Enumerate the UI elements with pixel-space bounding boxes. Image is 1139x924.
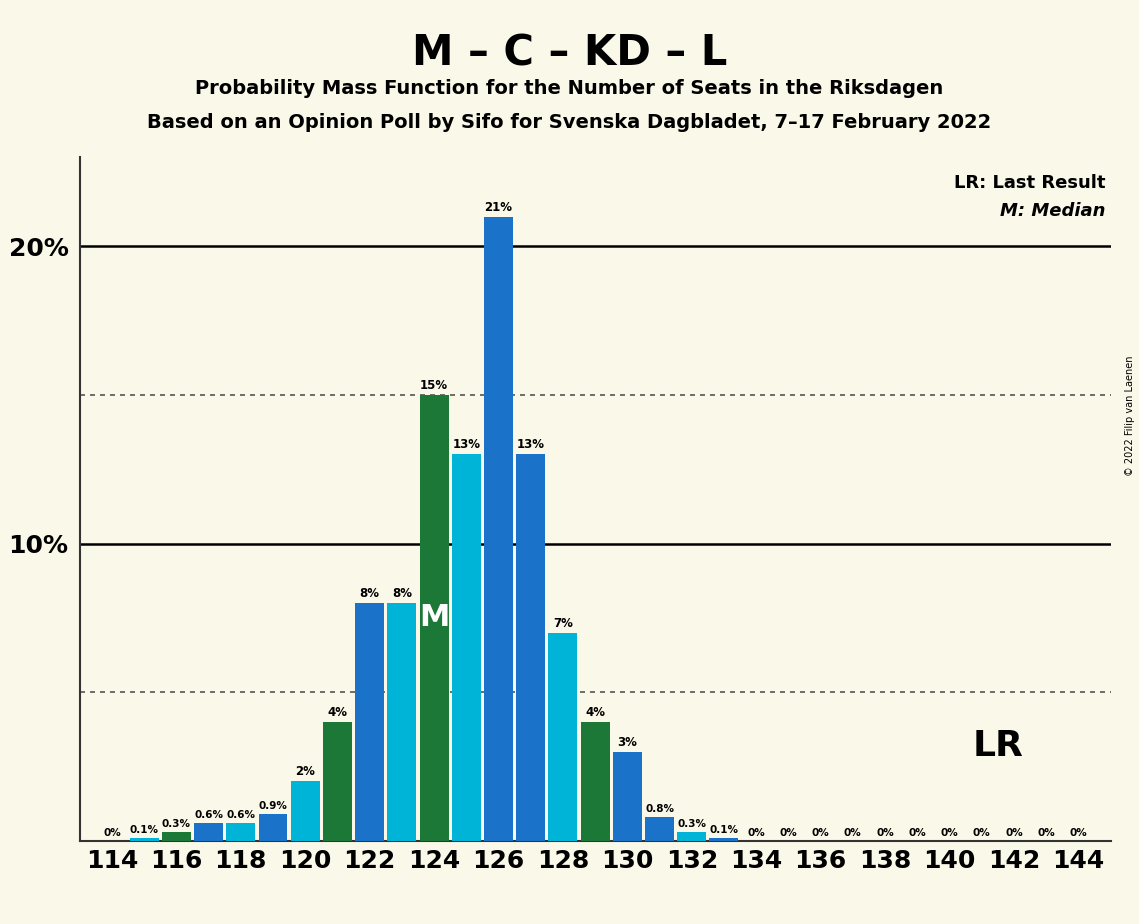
Text: 0%: 0% (779, 828, 797, 838)
Text: M: M (419, 603, 449, 632)
Bar (194, 823, 223, 841)
Bar (162, 832, 191, 841)
Text: 13%: 13% (517, 438, 544, 452)
Text: 0%: 0% (909, 828, 926, 838)
Bar (678, 832, 706, 841)
Bar (419, 395, 449, 841)
Text: 0%: 0% (1038, 828, 1055, 838)
Text: 0.1%: 0.1% (130, 825, 158, 835)
Text: Probability Mass Function for the Number of Seats in the Riksdagen: Probability Mass Function for the Number… (196, 79, 943, 98)
Text: 0.1%: 0.1% (710, 825, 738, 835)
Text: Based on an Opinion Poll by Sifo for Svenska Dagbladet, 7–17 February 2022: Based on an Opinion Poll by Sifo for Sve… (147, 113, 992, 132)
Text: 0%: 0% (1070, 828, 1088, 838)
Text: 0%: 0% (1005, 828, 1023, 838)
Bar (484, 216, 513, 841)
Text: 0%: 0% (876, 828, 894, 838)
Bar (710, 838, 738, 841)
Text: 0%: 0% (941, 828, 958, 838)
Text: 13%: 13% (452, 438, 481, 452)
Bar (581, 722, 609, 841)
Text: 21%: 21% (484, 201, 513, 213)
Bar (130, 838, 158, 841)
Bar (323, 722, 352, 841)
Text: 0.6%: 0.6% (227, 810, 255, 820)
Text: 0.3%: 0.3% (678, 819, 706, 829)
Bar (645, 817, 674, 841)
Text: 3%: 3% (617, 736, 638, 748)
Bar (516, 455, 546, 841)
Text: 15%: 15% (420, 379, 448, 392)
Text: 0%: 0% (973, 828, 991, 838)
Text: 0.8%: 0.8% (645, 804, 674, 814)
Text: 8%: 8% (360, 587, 379, 600)
Text: 0%: 0% (812, 828, 829, 838)
Text: 2%: 2% (295, 765, 316, 778)
Bar (227, 823, 255, 841)
Text: M: Median: M: Median (1000, 201, 1105, 220)
Text: M – C – KD – L: M – C – KD – L (412, 32, 727, 74)
Text: 0%: 0% (747, 828, 765, 838)
Bar (387, 603, 417, 841)
Bar (548, 633, 577, 841)
Bar (290, 782, 320, 841)
Text: LR: LR (973, 729, 1023, 762)
Text: 4%: 4% (585, 706, 605, 719)
Text: 8%: 8% (392, 587, 412, 600)
Text: © 2022 Filip van Laenen: © 2022 Filip van Laenen (1125, 356, 1134, 476)
Text: 0%: 0% (844, 828, 862, 838)
Text: 7%: 7% (552, 616, 573, 630)
Text: 0.6%: 0.6% (194, 810, 223, 820)
Text: LR: Last Result: LR: Last Result (953, 175, 1105, 192)
Text: 0.3%: 0.3% (162, 819, 191, 829)
Text: 0.9%: 0.9% (259, 801, 287, 811)
Bar (613, 751, 642, 841)
Bar (259, 814, 287, 841)
Text: 4%: 4% (327, 706, 347, 719)
Bar (355, 603, 384, 841)
Bar (452, 455, 481, 841)
Text: 0%: 0% (103, 828, 121, 838)
